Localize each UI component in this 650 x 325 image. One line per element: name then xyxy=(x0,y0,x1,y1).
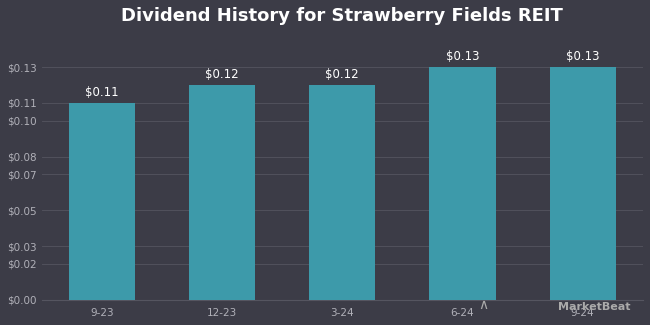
Title: Dividend History for Strawberry Fields REIT: Dividend History for Strawberry Fields R… xyxy=(122,7,564,25)
Text: $0.12: $0.12 xyxy=(205,68,239,81)
Text: MarketBeat: MarketBeat xyxy=(558,302,630,312)
Bar xyxy=(189,85,255,300)
Text: $0.13: $0.13 xyxy=(566,50,599,63)
Bar xyxy=(309,85,375,300)
Bar xyxy=(550,67,616,300)
Text: $0.11: $0.11 xyxy=(85,86,119,99)
Text: ∧: ∧ xyxy=(478,298,488,312)
Bar xyxy=(69,103,135,300)
Text: $0.12: $0.12 xyxy=(326,68,359,81)
Text: $0.13: $0.13 xyxy=(446,50,479,63)
Bar xyxy=(430,67,495,300)
